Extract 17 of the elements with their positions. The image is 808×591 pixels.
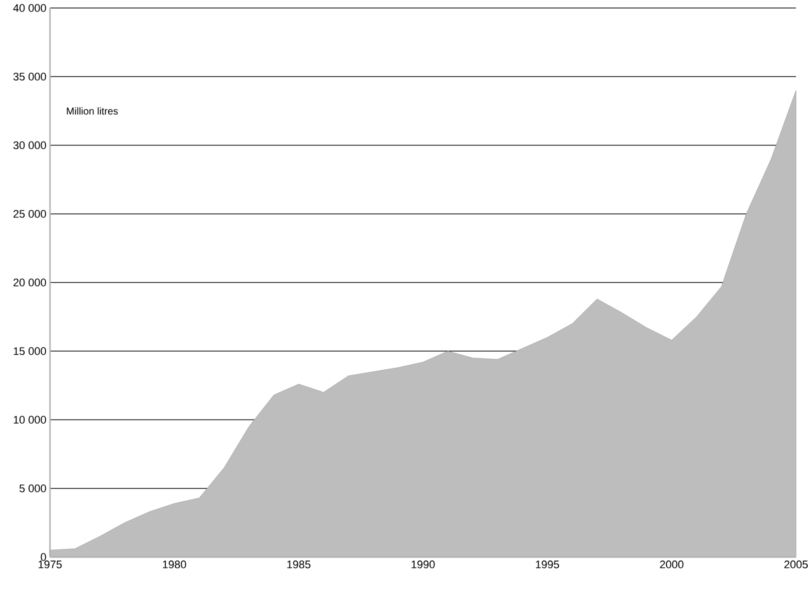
x-tick-label: 1995 — [536, 560, 560, 568]
x-tick-label: 1975 — [38, 560, 62, 568]
x-tick-label: 1985 — [287, 560, 310, 568]
y-tick-label: 0 — [40, 553, 46, 561]
x-tick-label: 1980 — [162, 560, 186, 568]
y-tick-label: 5 000 — [19, 484, 46, 492]
y-tick-label: 25 000 — [14, 210, 46, 218]
y-tick-label: 35 000 — [13, 72, 46, 81]
annotation: Million litres — [66, 107, 118, 115]
x-tick-label: 2000 — [660, 560, 684, 568]
y-tick-label: 20 000 — [14, 278, 46, 286]
y-tick-label: 10 000 — [14, 416, 46, 424]
x-tick-label: 1990 — [412, 560, 435, 568]
y-tick-label: 15 000 — [14, 347, 46, 356]
y-tick-label: 40 000 — [13, 4, 46, 12]
x-tick-label: 2005 — [784, 560, 808, 568]
y-tick-label: 30 000 — [13, 141, 46, 150]
